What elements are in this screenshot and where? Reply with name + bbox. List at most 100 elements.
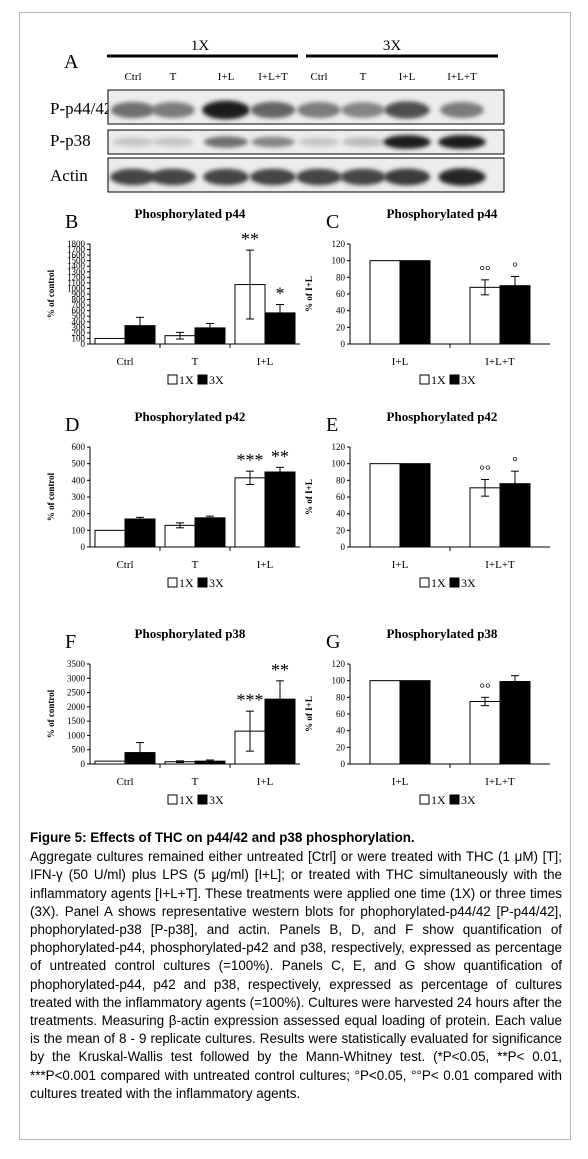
legend-swatch-1x [167,794,178,805]
y-tick-label: 500 [72,311,86,321]
significance-mark: * [276,284,285,304]
bar-3X-I+L+T [499,681,531,765]
x-tick-label: Ctrl [116,559,133,571]
y-tick-label: 100 [72,525,86,535]
blot-band [250,101,296,119]
blot-band [296,168,342,186]
bar-3X-Ctrl [124,518,156,548]
legend-swatch-1x [167,577,178,588]
caption-title: Figure 5: Effects of THC on p44/42 and p… [30,830,415,845]
blot-band [151,102,195,118]
y-tick-label: 60 [336,709,346,719]
y-tick-label: 1800 [67,239,86,249]
y-tick-label: 0 [81,339,86,349]
legend-swatch-3x [197,374,208,385]
blot-band [152,137,194,147]
blot-band [340,168,386,186]
legend-swatch-1x [419,577,430,588]
x-tick-label: I+L [392,559,409,571]
significance-mark: °° [479,681,490,696]
group-label-3x: 3X [383,38,402,54]
bar-1X-T [164,524,196,548]
bar-1X-I+L [369,260,401,345]
x-tick-label: Ctrl [116,356,133,368]
legend-swatch-3x [197,794,208,805]
significance-mark: *** [237,450,264,470]
bar-1X-I+L+T [469,701,501,765]
x-tick-label: I+L [392,776,409,788]
y-tick-label: 80 [336,272,346,282]
y-tick-label: 20 [336,742,346,752]
legend-swatch-3x [449,577,460,588]
bar-1X-I+L [369,680,401,765]
blot-band [251,136,295,148]
lane-label: Ctrl [310,71,327,83]
panel-letter: E [326,414,338,436]
blot-band [150,168,196,186]
x-tick-label: T [192,776,199,788]
legend-swatch-3x [449,794,460,805]
chart-panel-b: B Phosphorylated p44 010020030040050060070… [46,206,300,387]
y-tick-label: 1600 [67,250,86,260]
lane-label: I+L [399,71,416,83]
x-tick-label: I+L+T [485,356,515,368]
y-tick-label: 2000 [67,702,86,712]
legend-label-1x: 1X [179,793,194,807]
y-axis-title: % of control [46,472,56,521]
blot-band [383,135,431,149]
bar-3X-I+L [399,463,431,548]
legend-label-1x: 1X [179,373,194,387]
y-tick-label: 60 [336,289,346,299]
blot-band [250,168,296,186]
y-tick-label: 40 [336,306,346,316]
blot-row-label: P-p38 [50,131,91,150]
blot-band [341,102,385,118]
group-label-1x: 1X [191,38,210,54]
x-tick-label: Ctrl [116,776,133,788]
significance-mark: ° [512,261,518,276]
x-tick-label: I+L+T [485,776,515,788]
x-tick-label: I+L [257,776,274,788]
chart-panel-d: D Phosphorylated p42 0 100 200 300 400 500 600 % … [46,409,300,590]
y-tick-label: 1700 [67,245,86,255]
chart-title: Phosphorylated p38 [135,626,246,641]
chart-title: Phosphorylated p42 [387,409,498,424]
blot-band [383,168,431,186]
y-tick-label: 120 [332,442,346,452]
y-tick-label: 900 [72,289,86,299]
y-tick-label: 3000 [67,673,86,683]
blot-band [202,100,250,120]
y-tick-label: 1000 [67,283,86,293]
y-tick-label: 400 [72,475,86,485]
y-tick-label: 120 [332,239,346,249]
bar-3X-T [194,517,226,548]
legend-swatch-3x [449,374,460,385]
y-tick-label: 60 [336,492,346,502]
bar-3X-I+L [399,260,431,345]
blot-band [342,137,384,147]
blot-band [384,101,430,119]
y-tick-label: 0 [341,542,346,552]
y-tick-label: 0 [341,339,346,349]
bar-1X-Ctrl [94,337,126,345]
legend-swatch-1x [167,374,178,385]
y-tick-label: 1100 [67,278,85,288]
y-tick-label: 500 [72,745,86,755]
legend-label-3x: 3X [461,576,476,590]
y-tick-label: 400 [72,317,86,327]
legend-label-1x: 1X [431,373,446,387]
x-tick-label: T [192,356,199,368]
significance-mark: *** [237,690,264,710]
significance-mark: ° [512,455,518,470]
blot-band [438,135,486,149]
lane-label: T [360,71,367,83]
y-tick-label: 100 [72,333,86,343]
bar-1X-I+L+T [469,286,501,345]
y-tick-label: 600 [72,442,86,452]
y-axis-title: % of I+L [304,276,314,312]
legend-label-3x: 3X [209,576,224,590]
legend-swatch-3x [197,577,208,588]
legend-label-3x: 3X [209,373,224,387]
y-tick-label: 20 [336,525,346,535]
x-tick-label: I+L [257,559,274,571]
